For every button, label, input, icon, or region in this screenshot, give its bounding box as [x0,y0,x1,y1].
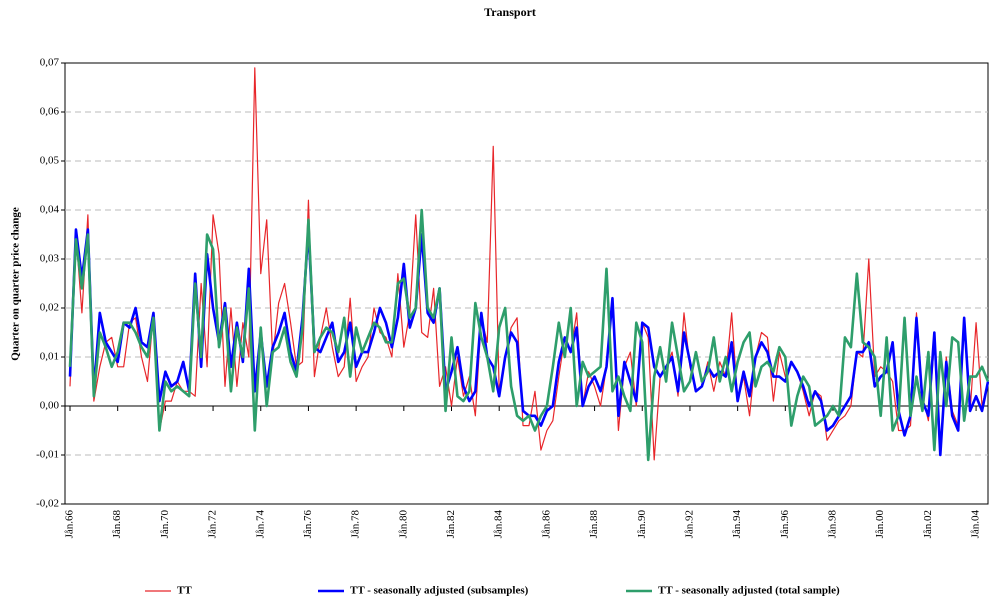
x-tick-label: Jån.88 [588,510,600,539]
series-line [69,67,989,461]
y-tick-label: 0,01 [40,351,59,363]
y-tick-label: -0,02 [36,498,59,510]
y-axis-label: Quarter on quarter price change [10,207,22,361]
y-tick-label: 0,05 [40,155,60,167]
y-tick-label: 0,07 [40,57,60,69]
x-tick-label: Jån.04 [970,510,982,539]
x-tick-label: Jån.02 [922,510,934,538]
x-tick-label: Jån.80 [397,510,409,539]
x-tick-label: Jån.74 [254,510,266,539]
x-tick-label: Jån.96 [779,510,791,539]
x-tick-label: Jån.68 [111,510,123,539]
x-tick-label: Jån.00 [874,510,886,539]
x-tick-label: Jån.78 [350,510,362,539]
x-tick-label: Jån.86 [540,510,552,539]
chart-title: Transport [484,5,536,19]
plot-area [64,62,989,505]
series-line [68,208,989,462]
y-tick-label: 0,03 [40,253,60,265]
x-tick-label: Jån.70 [159,510,171,539]
y-tick-label: -0,01 [36,449,59,461]
legend-label: TT - seasonally adjusted (total sample) [658,585,840,597]
x-tick-label: Jån.84 [493,510,505,539]
y-tick-label: 0,04 [40,204,60,216]
x-tick-label: Jån.92 [683,510,695,538]
x-tick-label: Jån.76 [302,510,314,539]
legend-label: TT [177,585,192,597]
x-tick-label: Jån.82 [445,510,457,538]
y-tick-label: 0,00 [40,400,60,412]
y-tick-label: 0,06 [40,106,60,118]
x-tick-label: Jån.72 [207,510,219,538]
y-tick-label: 0,02 [40,302,59,314]
x-tick-label: Jån.90 [636,510,648,539]
legend-label: TT - seasonally adjusted (subsamples) [350,585,529,597]
x-tick-label: Jån.94 [731,510,743,539]
x-tick-label: Jån.66 [64,510,76,539]
x-tick-label: Jån.98 [827,510,839,539]
